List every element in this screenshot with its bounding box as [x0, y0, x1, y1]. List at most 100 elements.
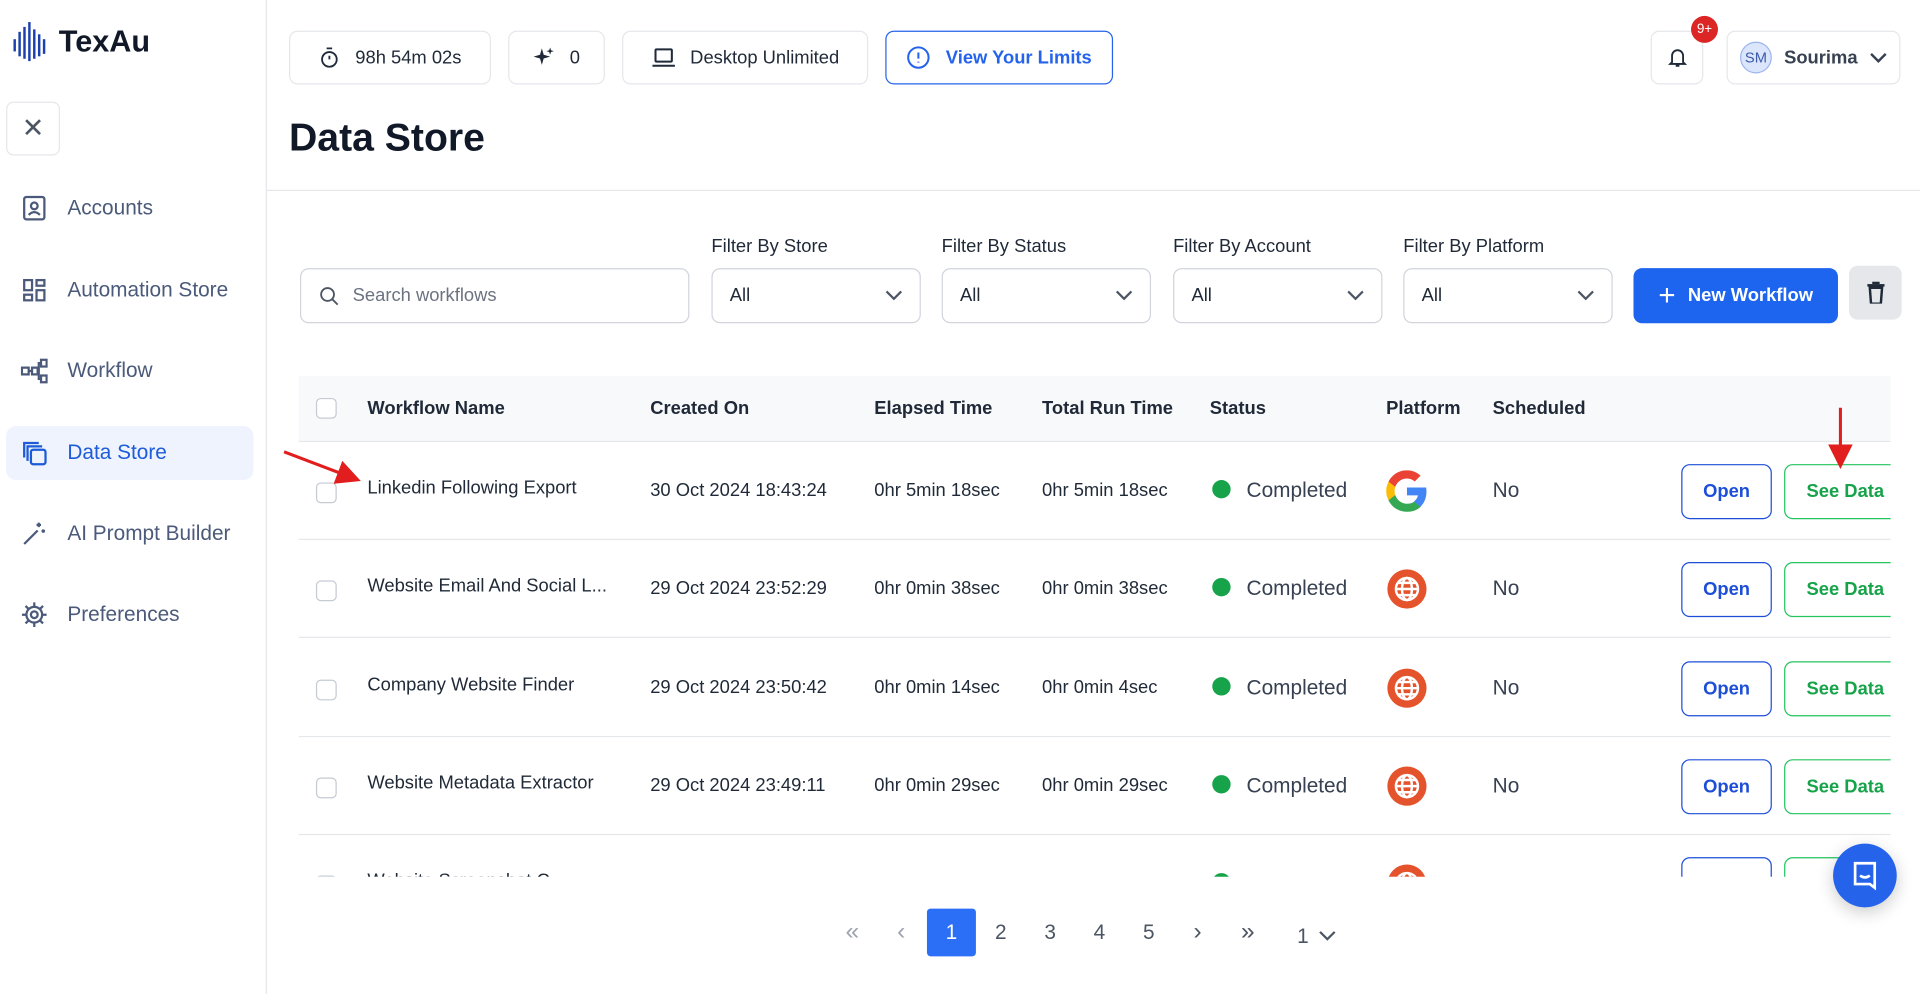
- chevron-down-icon: [1347, 290, 1364, 301]
- user-menu[interactable]: SM Sourima: [1726, 30, 1901, 85]
- row-checkbox[interactable]: [315, 777, 337, 799]
- next-page-button[interactable]: ›: [1193, 918, 1202, 946]
- prev-page-button[interactable]: ‹: [897, 918, 906, 946]
- open-button[interactable]: Open: [1681, 464, 1772, 520]
- column-header[interactable]: Created On: [650, 397, 750, 419]
- workflow-name[interactable]: Website Email And Social L...: [367, 575, 607, 597]
- workflow-name[interactable]: Linkedin Following Export: [367, 477, 577, 499]
- row-checkbox[interactable]: [315, 580, 337, 602]
- avatar: SM: [1739, 41, 1772, 74]
- sidebar-item-data-store[interactable]: Data Store: [6, 426, 254, 481]
- status-text: Completed: [1246, 675, 1348, 699]
- workflow-name[interactable]: Website Screenshot C...: [367, 835, 565, 877]
- sidebar-item-label: Preferences: [67, 602, 180, 626]
- magic-wand-icon: [21, 520, 48, 547]
- filter-account-value: All: [1191, 285, 1212, 307]
- select-all-checkbox[interactable]: [315, 397, 337, 419]
- delete-button[interactable]: [1848, 265, 1902, 320]
- view-limits-button[interactable]: View Your Limits: [885, 30, 1114, 85]
- page-3-button[interactable]: 3: [1044, 920, 1056, 944]
- dashboard-icon: [21, 277, 48, 304]
- page-select[interactable]: 1: [1286, 912, 1347, 960]
- filter-status-select[interactable]: All: [941, 268, 1152, 324]
- sidebar-item-label: Workflow: [67, 358, 153, 383]
- open-button[interactable]: Open: [1681, 857, 1772, 877]
- open-button[interactable]: Open: [1681, 660, 1772, 716]
- open-button[interactable]: Open: [1681, 759, 1772, 815]
- laptop-icon: [652, 48, 675, 67]
- sidebar-item-label: Accounts: [67, 195, 153, 220]
- column-header[interactable]: Platform: [1386, 397, 1461, 419]
- column-header[interactable]: Total Run Time: [1042, 397, 1174, 419]
- sidebar-item-ai-prompt-builder[interactable]: AI Prompt Builder: [6, 507, 253, 561]
- status-dot-icon: [1212, 774, 1231, 794]
- filter-store-value: All: [729, 285, 751, 307]
- chat-launcher-button[interactable]: [1833, 843, 1897, 908]
- chevron-down-icon: [1115, 290, 1133, 301]
- total-run-time: 0hr 0min 38sec: [1042, 578, 1168, 600]
- app-name: TexAu: [58, 23, 151, 59]
- filter-account-select[interactable]: All: [1173, 268, 1383, 324]
- plan-chip[interactable]: Desktop Unlimited: [622, 30, 869, 85]
- see-data-button[interactable]: See Data: [1784, 562, 1891, 618]
- see-data-button[interactable]: See Data: [1784, 660, 1891, 716]
- table-body: Linkedin Following Export 30 Oct 2024 18…: [298, 442, 1891, 877]
- open-button[interactable]: Open: [1681, 562, 1772, 618]
- page-5-button[interactable]: 5: [1143, 920, 1155, 944]
- page-1-button[interactable]: 1: [926, 908, 976, 957]
- plan-label: Desktop Unlimited: [690, 47, 840, 68]
- first-page-button[interactable]: «: [845, 918, 860, 946]
- page-4-button[interactable]: 4: [1093, 920, 1106, 944]
- new-workflow-label: New Workflow: [1687, 285, 1814, 307]
- status-dot-icon: [1212, 480, 1231, 499]
- new-workflow-button[interactable]: + New Workflow: [1633, 268, 1838, 324]
- row-checkbox[interactable]: [315, 875, 337, 877]
- divider: [266, 189, 1920, 192]
- sidebar-item-label: AI Prompt Builder: [67, 521, 231, 545]
- logo[interactable]: TexAu: [12, 22, 151, 62]
- bell-icon: [1667, 49, 1687, 67]
- user-name: Sourima: [1784, 47, 1858, 68]
- filter-account-label: Filter By Account: [1173, 236, 1311, 258]
- chat-icon: [1853, 861, 1877, 891]
- gear-icon: [21, 601, 48, 628]
- credits-chip[interactable]: 0: [508, 30, 605, 85]
- filter-platform-select[interactable]: All: [1403, 268, 1613, 324]
- sidebar-item-accounts[interactable]: Accounts: [6, 181, 253, 235]
- sidebar-item-automation-store[interactable]: Automation Store: [6, 263, 253, 317]
- table-row: Website Email And Social L... 29 Oct 202…: [298, 540, 1891, 639]
- close-sidebar-button[interactable]: ✕: [6, 101, 61, 156]
- column-header[interactable]: Scheduled: [1492, 397, 1586, 419]
- table-header: Workflow Name Created On Elapsed Time Total…: [298, 375, 1891, 443]
- column-header[interactable]: Workflow Name: [367, 397, 505, 419]
- page-2-button[interactable]: 2: [994, 920, 1007, 944]
- plus-icon: +: [1658, 278, 1676, 312]
- contact-icon: [21, 195, 48, 222]
- row-checkbox[interactable]: [315, 482, 337, 504]
- search-input[interactable]: Search workflows: [300, 268, 690, 324]
- see-data-button[interactable]: See Data: [1784, 759, 1891, 815]
- column-header[interactable]: Elapsed Time: [874, 397, 993, 419]
- sparkle-icon: [533, 47, 555, 65]
- filter-store-select[interactable]: All: [711, 268, 921, 324]
- timer-chip[interactable]: 98h 54m 02s: [288, 30, 492, 85]
- column-header[interactable]: Status: [1209, 397, 1266, 419]
- workflow-name[interactable]: Website Metadata Extractor: [367, 772, 594, 794]
- close-icon: ✕: [21, 112, 45, 144]
- row-checkbox[interactable]: [315, 679, 337, 700]
- workflow-name[interactable]: Company Website Finder: [367, 674, 575, 696]
- created-on: 29 Oct 2024 23:50:42: [650, 676, 827, 698]
- sidebar-item-workflow[interactable]: Workflow: [6, 344, 253, 398]
- see-data-button[interactable]: See Data: [1784, 464, 1891, 520]
- sidebar-item-preferences[interactable]: Preferences: [6, 588, 253, 642]
- elapsed-time: 0hr 5min 18sec: [874, 480, 1000, 501]
- filter-platform-label: Filter By Platform: [1403, 236, 1545, 258]
- chevron-down-icon: [1577, 290, 1594, 301]
- status-dot-icon: [1212, 873, 1231, 877]
- page-select-value: 1: [1297, 923, 1309, 948]
- scheduled: No: [1492, 577, 1520, 601]
- last-page-button[interactable]: »: [1240, 918, 1255, 946]
- status-text: Completed: [1246, 773, 1348, 798]
- workflow-icon: [20, 358, 48, 385]
- notifications-button[interactable]: [1650, 30, 1704, 85]
